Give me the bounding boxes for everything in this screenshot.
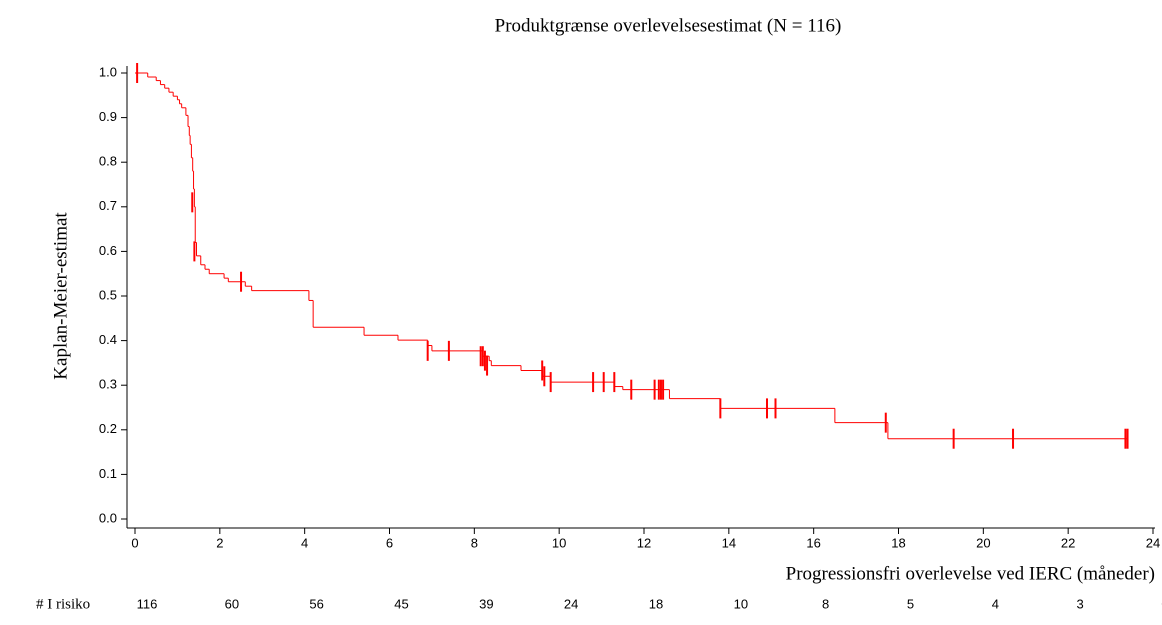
y-tick-label: 0.5 [99, 287, 117, 302]
x-tick-label: 4 [301, 535, 308, 550]
x-tick-label: 24 [1146, 535, 1160, 550]
y-tick-label: 0.9 [99, 109, 117, 124]
x-tick-label: 18 [891, 535, 905, 550]
y-tick-label: 0.6 [99, 243, 117, 258]
chart-title: Produktgrænse overlevelsesestimat (N = 1… [495, 15, 842, 36]
risk-count: 60 [225, 596, 239, 611]
x-tick-label: 12 [637, 535, 651, 550]
risk-count: 4 [992, 596, 999, 611]
risk-count: 45 [394, 596, 408, 611]
risk-count: 5 [907, 596, 914, 611]
risk-table-label: # I risiko [36, 596, 90, 612]
y-tick-label: 1.0 [99, 64, 117, 79]
x-tick-label: 10 [552, 535, 566, 550]
y-tick-label: 0.4 [99, 332, 117, 347]
y-tick-label: 0.7 [99, 198, 117, 213]
x-axis-title: Progressionsfri overlevelse ved IERC (må… [786, 563, 1155, 584]
risk-count: 56 [309, 596, 323, 611]
x-tick-label: 20 [976, 535, 990, 550]
x-tick-label: 22 [1061, 535, 1075, 550]
x-tick-label: 14 [722, 535, 736, 550]
risk-count: 116 [137, 596, 158, 611]
x-tick-label: 8 [471, 535, 478, 550]
risk-count: 24 [564, 596, 578, 611]
risk-count: 3 [1077, 596, 1084, 611]
y-tick-label: 0.1 [99, 466, 117, 481]
y-tick-label: 0.3 [99, 377, 117, 392]
risk-count: 10 [734, 596, 748, 611]
risk-count: 18 [649, 596, 663, 611]
y-tick-label: 0.0 [99, 510, 117, 525]
x-tick-label: 0 [131, 535, 138, 550]
y-tick-label: 0.8 [99, 154, 117, 169]
x-tick-label: 16 [806, 535, 820, 550]
x-tick-label: 6 [386, 535, 393, 550]
risk-count: 8 [822, 596, 829, 611]
x-tick-label: 2 [216, 535, 223, 550]
risk-count: 39 [479, 596, 493, 611]
y-tick-label: 0.2 [99, 421, 117, 436]
y-axis-title: Kaplan-Meier-estimat [50, 212, 71, 380]
